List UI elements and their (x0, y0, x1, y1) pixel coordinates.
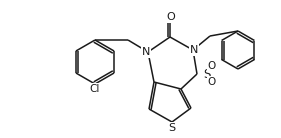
Text: O: O (208, 77, 216, 87)
Text: N: N (142, 47, 150, 57)
Text: O: O (167, 12, 175, 22)
Text: S: S (203, 67, 210, 80)
Text: N: N (190, 45, 198, 55)
Text: S: S (168, 123, 176, 133)
Text: Cl: Cl (90, 84, 100, 94)
Text: O: O (208, 61, 216, 71)
